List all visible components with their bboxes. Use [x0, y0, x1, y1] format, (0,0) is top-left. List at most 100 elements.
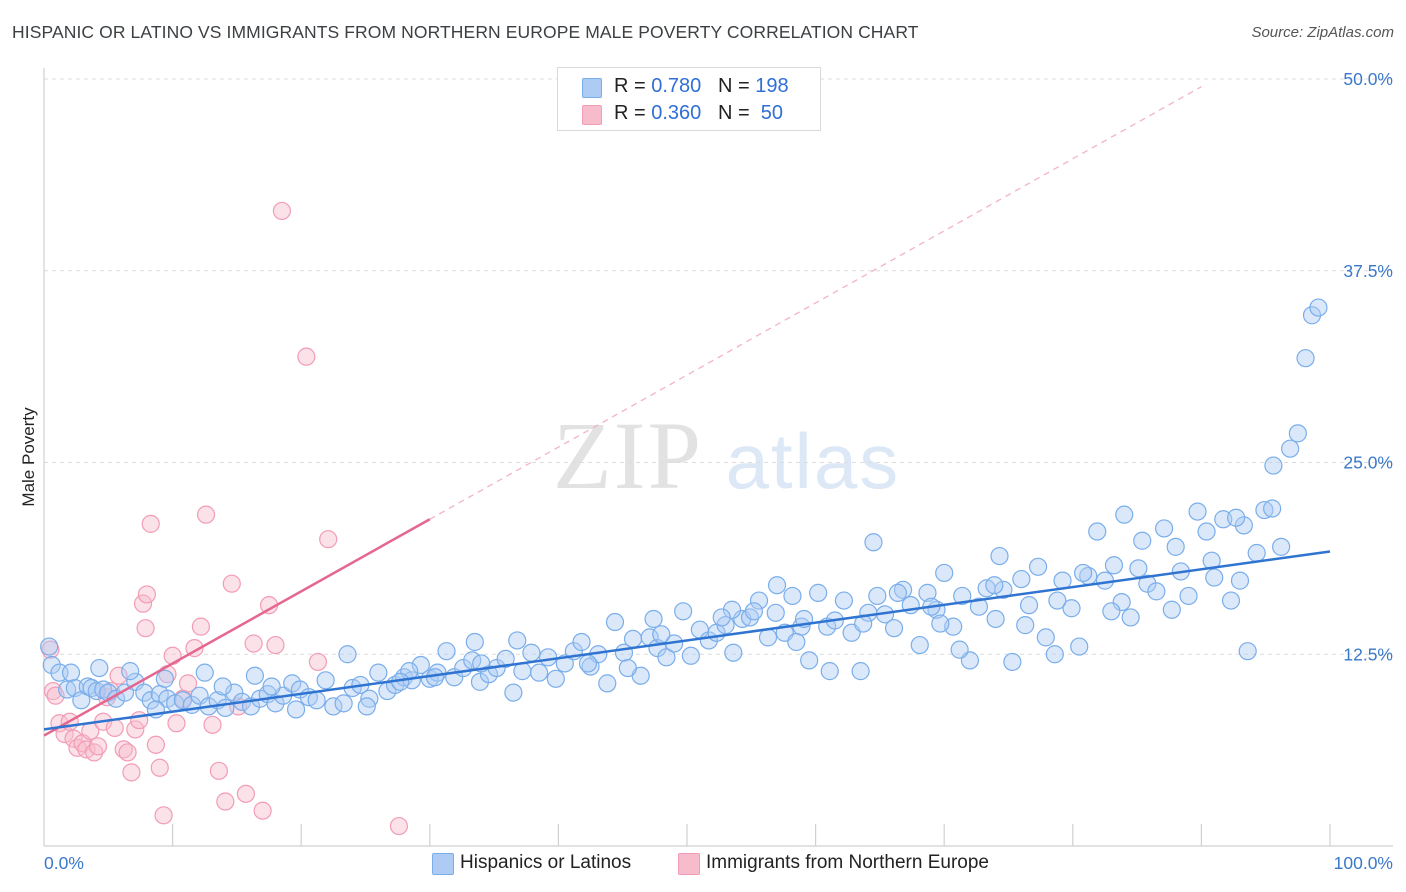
data-point-hispanic — [1197, 522, 1216, 541]
watermark: ZIP atlas — [553, 400, 900, 511]
legend-r-value: 0.360 — [651, 102, 702, 124]
data-point-hispanic — [950, 640, 969, 659]
data-point-hispanic — [787, 632, 806, 652]
data-point-hispanic — [94, 680, 113, 699]
data-point-hispanic — [530, 663, 549, 682]
data-point-hispanic — [657, 648, 676, 667]
y-tick-label: 25.0% — [1343, 453, 1393, 473]
data-point-northern-europe — [136, 619, 155, 638]
data-point-hispanic — [213, 677, 232, 696]
data-point-hispanic — [195, 663, 214, 682]
data-point-hispanic — [1129, 559, 1148, 578]
source-label: Source: ZipAtlas.com — [1251, 24, 1394, 41]
y-tick-label: 12.5% — [1343, 644, 1393, 664]
data-point-hispanic — [652, 625, 671, 644]
data-point-hispanic — [411, 655, 430, 675]
data-point-hispanic — [1281, 439, 1300, 458]
data-point-hispanic — [90, 658, 109, 678]
data-point-northern-europe — [64, 729, 83, 748]
data-point-hispanic — [1288, 424, 1307, 443]
data-point-northern-europe — [308, 652, 328, 672]
data-point-hispanic — [286, 700, 306, 719]
data-point-hispanic — [1016, 616, 1035, 635]
data-point-northern-europe — [297, 347, 316, 366]
data-point-hispanic — [910, 635, 929, 655]
data-point-hispanic — [1296, 349, 1315, 368]
data-point-northern-europe — [133, 594, 153, 613]
data-point-hispanic — [155, 669, 174, 688]
data-point-hispanic — [1088, 522, 1107, 541]
series-northern-europe-points — [41, 201, 409, 836]
data-point-hispanic — [1205, 568, 1224, 587]
data-point-hispanic — [618, 658, 637, 678]
data-point-northern-europe — [319, 530, 338, 549]
data-point-northern-europe — [41, 640, 60, 659]
data-point-hispanic — [1272, 537, 1291, 556]
legend-n-label: N = — [717, 102, 756, 124]
data-point-northern-europe — [105, 718, 124, 737]
data-point-hispanic — [674, 602, 693, 621]
data-point-hispanic — [868, 586, 887, 606]
data-point-hispanic — [1048, 591, 1067, 610]
data-point-hispanic — [724, 643, 743, 662]
data-point-hispanic — [758, 628, 778, 647]
data-point-hispanic — [546, 669, 565, 688]
data-point-hispanic — [712, 608, 731, 627]
data-point-hispanic — [820, 662, 839, 681]
data-point-northern-europe — [46, 686, 65, 705]
watermark-zip: ZIP — [553, 402, 700, 509]
data-point-hispanic — [1234, 516, 1253, 535]
data-point-hispanic — [834, 591, 853, 610]
data-point-hispanic — [1133, 531, 1152, 550]
data-point-hispanic — [744, 602, 763, 621]
data-point-hispanic — [334, 694, 353, 713]
data-point-hispanic — [1155, 519, 1174, 538]
data-point-hispanic — [1104, 556, 1124, 575]
data-point-hispanic — [1102, 602, 1121, 621]
data-point-northern-europe — [272, 201, 292, 221]
data-point-hispanic — [722, 600, 742, 619]
data-point-hispanic — [1255, 500, 1274, 520]
data-point-northern-europe — [253, 801, 272, 820]
data-point-northern-europe — [203, 715, 222, 734]
data-point-hispanic — [767, 576, 787, 595]
legend-row-hispanic: R = 0.780 N = 198 — [582, 75, 789, 101]
data-point-hispanic — [437, 642, 456, 661]
x-tick-label-max: 100.0% — [1334, 853, 1393, 873]
trend-line-hispanic — [43, 550, 1331, 731]
grid-lines — [44, 78, 1393, 655]
data-point-northern-europe — [126, 720, 145, 739]
data-point-hispanic — [1073, 563, 1093, 583]
data-point-hispanic — [986, 609, 1005, 629]
data-point-hispanic — [918, 583, 937, 602]
data-point-hispanic — [851, 662, 870, 681]
data-point-hispanic — [1230, 571, 1250, 590]
data-point-northern-europe — [216, 792, 235, 811]
data-point-hispanic — [61, 663, 81, 682]
data-point-northern-europe — [167, 714, 186, 733]
data-point-hispanic — [990, 546, 1009, 566]
data-point-northern-europe — [236, 784, 256, 803]
data-point-hispanic — [800, 651, 819, 670]
data-point-hispanic — [465, 632, 484, 652]
data-point-hispanic — [1028, 557, 1048, 576]
data-point-hispanic — [1012, 569, 1031, 589]
data-point-hispanic — [1166, 537, 1185, 556]
trend-line-northern-europe-extension — [429, 86, 1202, 520]
data-point-hispanic — [1202, 551, 1221, 570]
data-point-hispanic — [985, 576, 1004, 595]
data-point-northern-europe — [118, 743, 137, 762]
data-point-hispanic — [1112, 592, 1131, 612]
data-point-hispanic — [1115, 505, 1134, 524]
data-point-hispanic — [644, 609, 663, 629]
data-point-northern-europe — [196, 505, 216, 524]
x-ticks — [172, 824, 1331, 846]
legend-n-value: 198 — [755, 75, 789, 97]
data-point-hispanic — [953, 586, 972, 606]
data-point-hispanic — [969, 597, 989, 616]
y-tick-label: 37.5% — [1343, 261, 1393, 281]
bottom-legend-swatch-northern-europe — [678, 853, 700, 875]
data-point-hispanic — [87, 681, 106, 701]
data-point-hispanic — [935, 563, 954, 583]
data-point-hispanic — [1147, 582, 1166, 601]
